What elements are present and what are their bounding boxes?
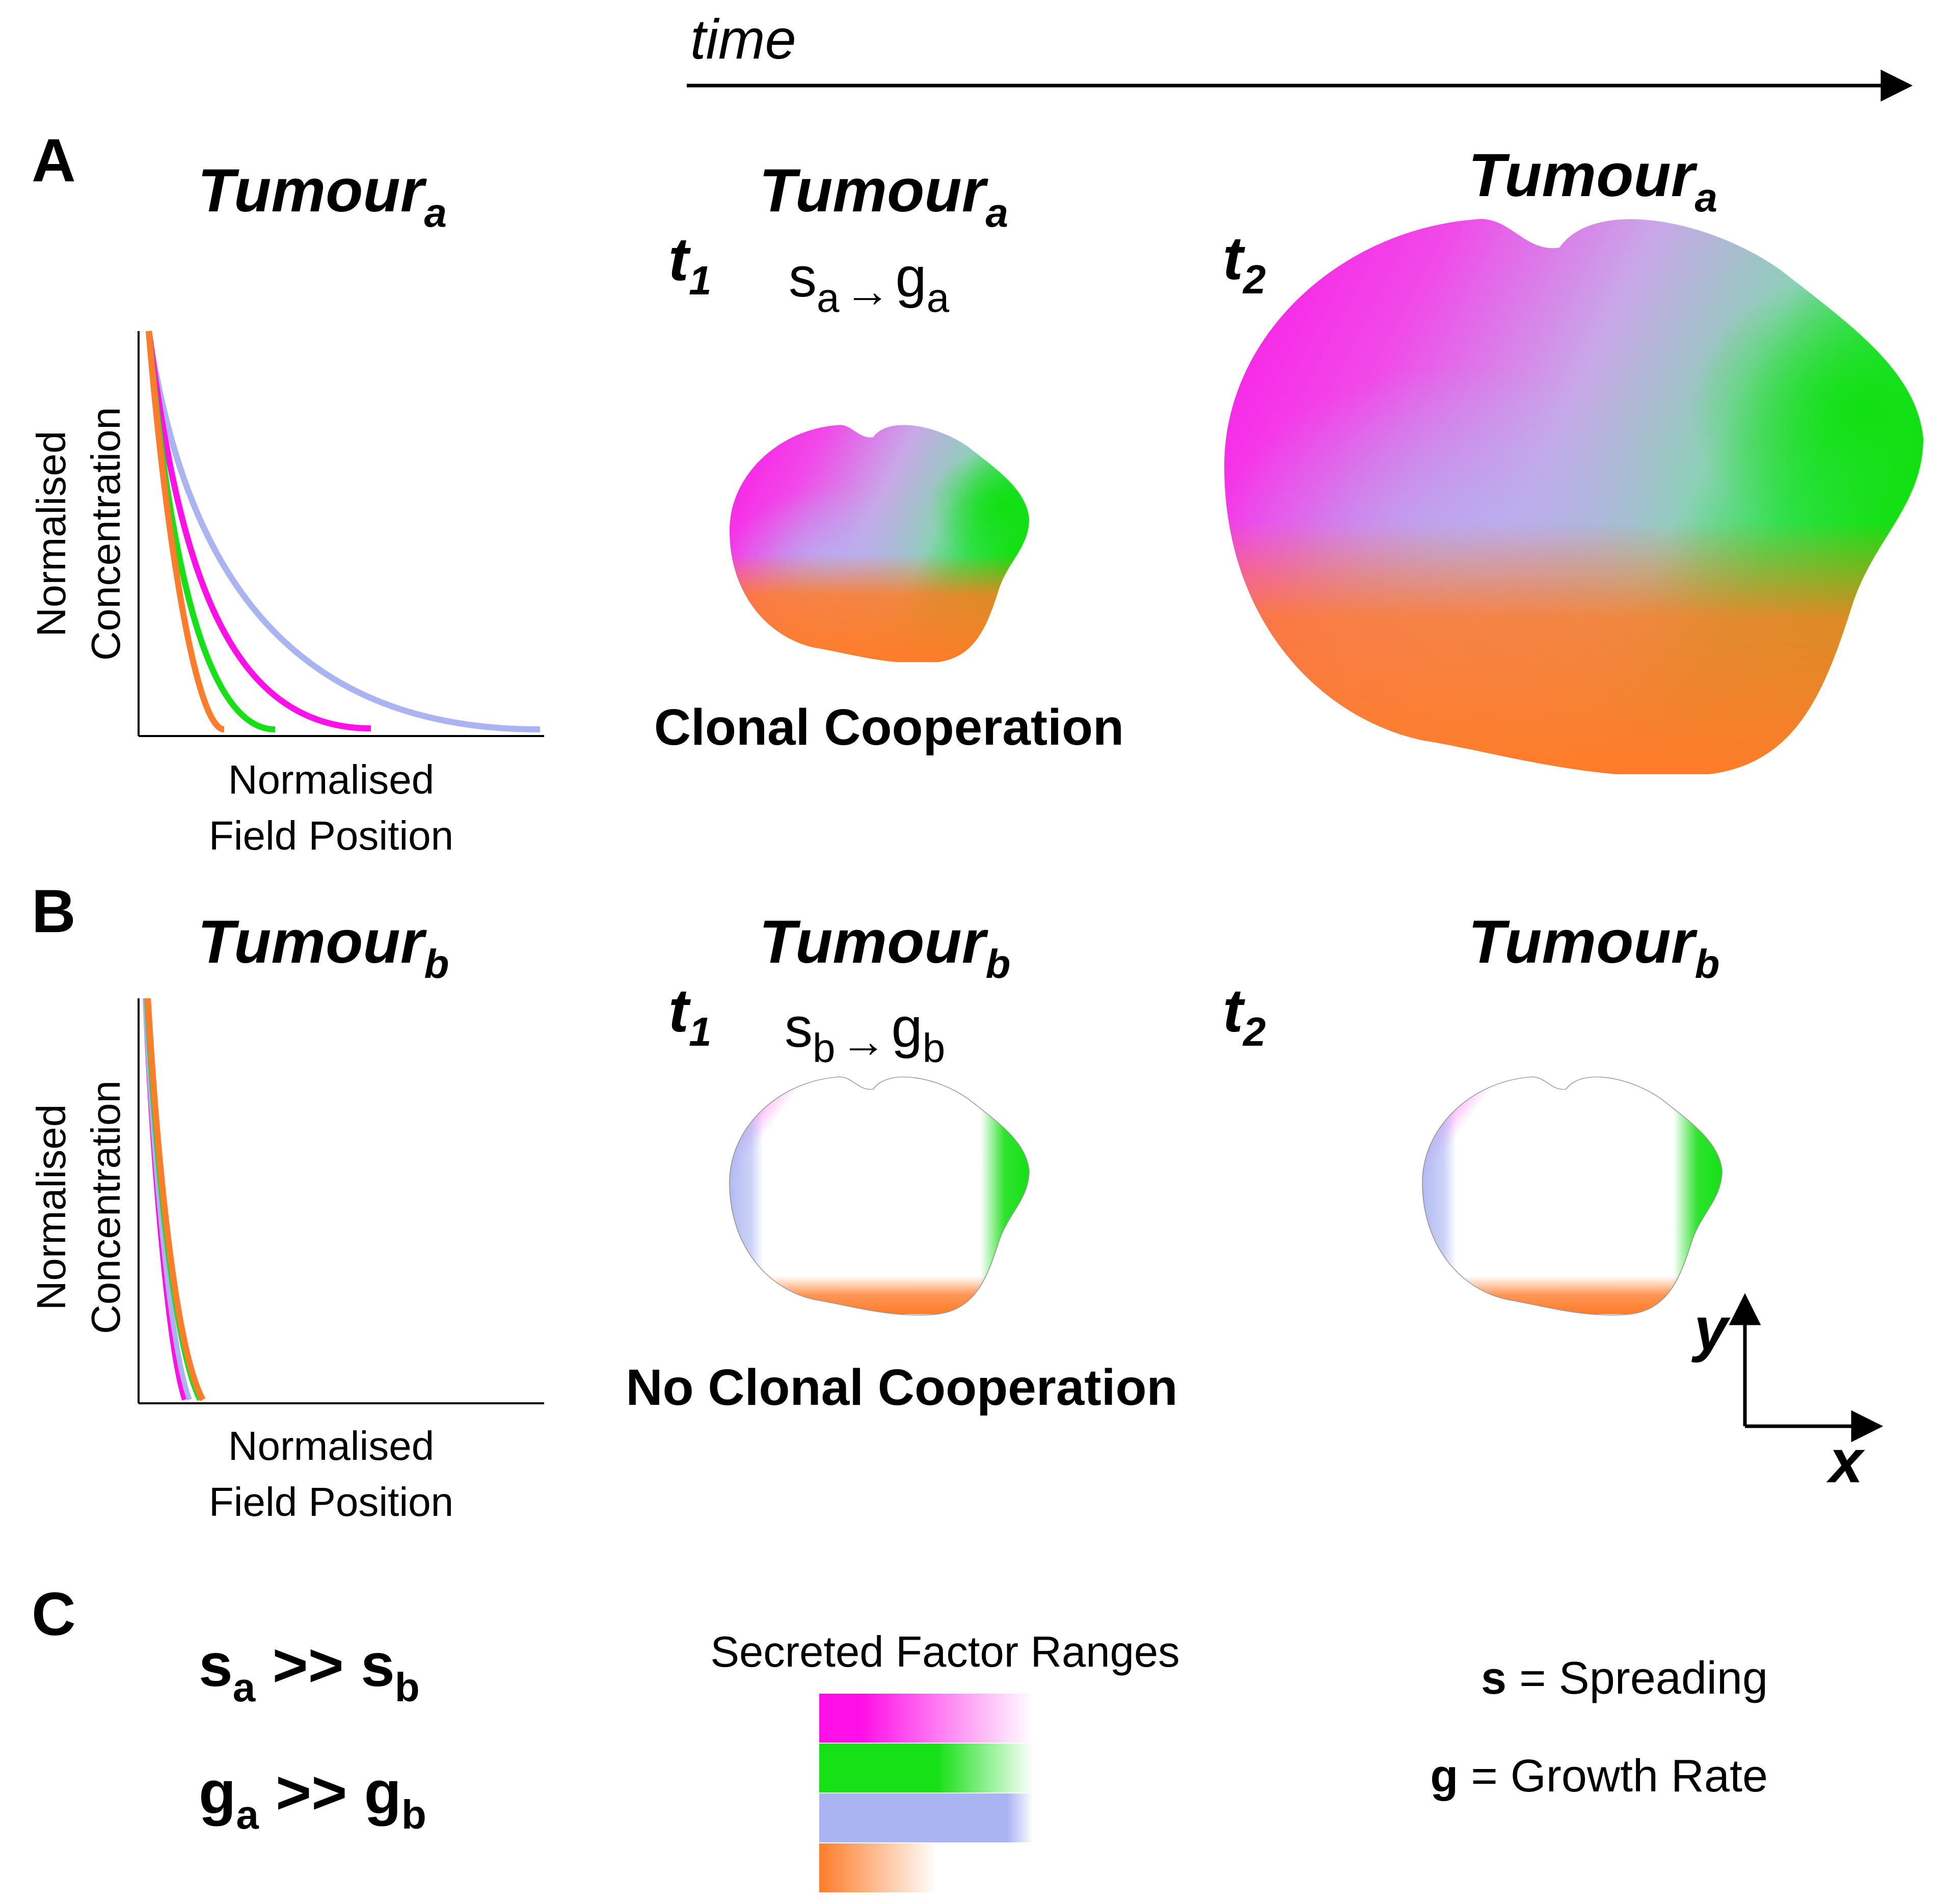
range-bar-green [819,1744,1033,1792]
range-bar-lavender [819,1793,1033,1842]
panel-a-letter: A [32,126,76,195]
ranges-title: Secreted Factor Ranges [710,1628,1179,1676]
panel-a-curve-lavender [146,331,541,732]
x-axis-label: x [1826,1427,1865,1495]
panel-a-y-label-2: Concentration [83,407,128,661]
relation-g: ga >> gb [199,1758,426,1837]
panel-a-tumour-t2 [1224,219,1923,774]
panel-a-graph-title: Tumoura [198,156,447,235]
panel-a-t1-title: Tumoura [759,156,1008,235]
range-bar-orange [819,1843,1033,1892]
panel-b-graph-title: Tumourb [198,908,449,987]
range-bar-magenta [819,1694,1033,1743]
panel-a-t1-label: t1 [668,225,711,303]
xy-axes-indicator: y x [1691,1293,1884,1495]
panel-a-x-label-1: Normalised [228,757,435,802]
panel-b-relation: sb →gb [785,996,945,1071]
legend-spreading: s = Spreading [1481,1653,1768,1704]
panel-a-concentration-plot: Normalised Concentration Normalised Fiel… [29,331,544,858]
panel-b-caption: No Clonal Cooperation [626,1359,1177,1416]
ranges-legend [819,1694,1033,1892]
panel-a-t2-label: t2 [1223,224,1266,302]
panel-b-curve-orange [145,998,206,1401]
panel-b-x-label-1: Normalised [228,1423,435,1468]
time-label: time [690,8,796,71]
panel-a-t2-title: Tumoura [1468,141,1717,220]
panel-a-x-label-2: Field Position [209,813,453,858]
y-axis-label: y [1691,1295,1731,1363]
panel-a-y-label-1: Normalised [29,431,74,637]
panel-b-t1-label: t1 [668,976,711,1054]
panel-a-relation: sa →ga [789,246,950,320]
legend-growth-rate: g = Growth Rate [1430,1751,1768,1802]
panel-a-caption: Clonal Cooperation [654,699,1124,756]
panel-b-t1-title: Tumourb [759,908,1010,987]
panel-b-y-label-2: Concentration [83,1080,128,1334]
relation-s: sa >> sb [199,1631,420,1710]
panel-b-letter: B [32,877,76,945]
panel-a-curve-magenta [146,331,371,731]
panel-b-concentration-plot: Normalised Concentration Normalised Fiel… [29,998,544,1525]
panel-b-t2-title: Tumourb [1468,908,1719,987]
panel-b-tumour-t2 [1416,1075,1722,1315]
panel-b-y-label-1: Normalised [29,1104,74,1311]
panel-b-t2-label: t2 [1223,976,1266,1054]
panel-b-x-label-2: Field Position [209,1479,453,1525]
panel-b-tumour-t1 [723,1075,1029,1315]
panel-a-curve-orange [146,331,225,732]
panel-c-letter: C [32,1580,76,1648]
panel-a-tumour-t1 [730,425,1029,662]
